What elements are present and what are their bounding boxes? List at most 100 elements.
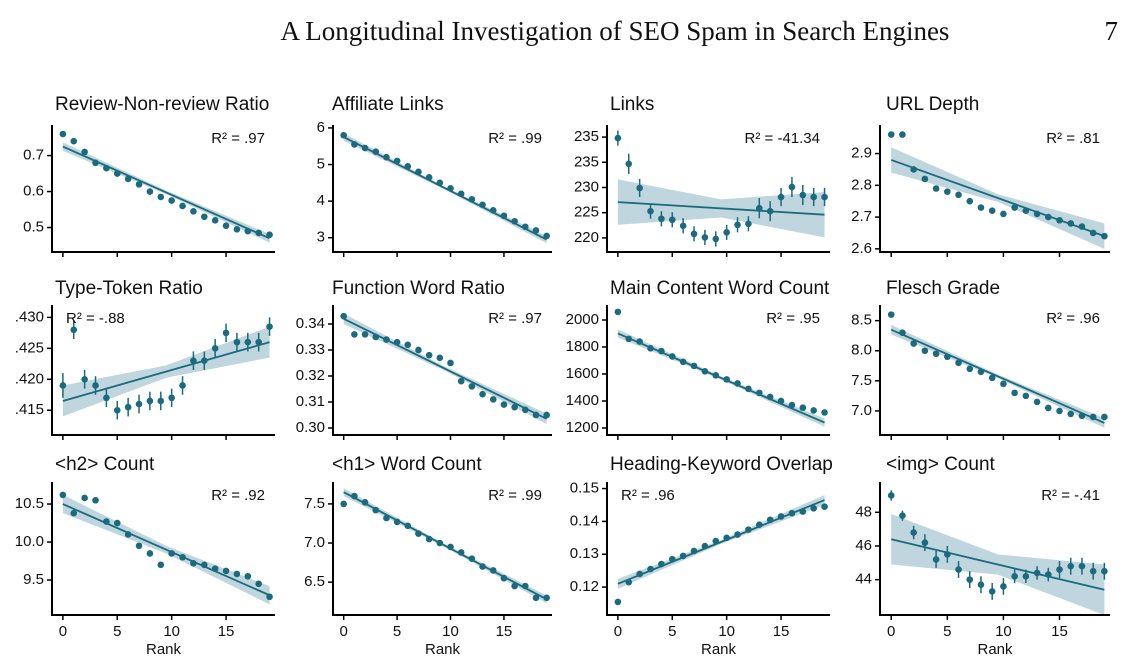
y-tick-label: 1600 [566, 365, 599, 382]
point [255, 338, 262, 346]
y-tick-label: 0.14 [570, 512, 599, 529]
point [372, 333, 380, 341]
point [788, 401, 796, 409]
point [135, 400, 143, 408]
point [179, 382, 186, 389]
point [701, 234, 709, 241]
point [211, 565, 219, 572]
point [70, 509, 78, 517]
point [500, 212, 508, 220]
x-axis-label: Rank [425, 641, 461, 658]
point [532, 411, 540, 419]
panel-title: <h2> Count [55, 454, 155, 475]
x-tick-label: 15 [773, 623, 790, 640]
point [658, 215, 665, 223]
point [1067, 562, 1075, 570]
y-tick-label: 0.15 [570, 480, 599, 497]
point [668, 353, 676, 360]
panel-title: Function Word Ratio [332, 278, 505, 299]
point [636, 570, 643, 578]
point [404, 341, 412, 349]
point [755, 389, 763, 397]
x-tick-label: 10 [442, 623, 459, 640]
point [887, 131, 895, 138]
y-tick-label: .430 [15, 308, 44, 325]
point [1022, 392, 1030, 400]
point [113, 519, 121, 527]
point [1000, 210, 1007, 218]
point [190, 357, 197, 365]
point [1089, 567, 1097, 575]
point [625, 335, 633, 343]
point [1033, 210, 1041, 218]
y-tick-label: 6.5 [304, 573, 325, 590]
running-title: A Longitudinal Investigation of SEO Spam… [281, 16, 950, 46]
point [468, 555, 476, 562]
point [543, 411, 550, 419]
panel-title: Type-Token Ratio [55, 278, 203, 299]
point [92, 159, 99, 167]
point [921, 539, 929, 546]
y-tick-label: 0.7 [23, 147, 44, 164]
point [266, 323, 273, 330]
y-tick-label: 0.33 [296, 341, 325, 358]
fit-line [62, 503, 270, 597]
point [810, 504, 817, 512]
point [81, 375, 88, 383]
point [966, 576, 974, 583]
point [966, 197, 974, 205]
point [723, 534, 730, 542]
point [887, 492, 895, 499]
point [436, 179, 444, 187]
point [932, 185, 940, 192]
point [157, 193, 165, 201]
y-tick-label: 2.7 [851, 208, 872, 225]
x-tick-label: 15 [1051, 623, 1068, 640]
point [113, 170, 121, 177]
point [361, 499, 369, 506]
x-tick-label: 5 [668, 623, 676, 640]
y-tick-label: 1200 [566, 419, 599, 436]
y-tick-label: 48 [855, 503, 872, 520]
point [479, 390, 486, 398]
point [1044, 404, 1052, 412]
point [190, 560, 197, 567]
r-squared: R² = .99 [488, 130, 542, 147]
point [955, 191, 962, 199]
point [157, 561, 165, 569]
point [500, 401, 508, 408]
point [500, 574, 508, 582]
point [404, 163, 412, 170]
fit-line [343, 317, 548, 420]
point [614, 134, 622, 142]
x-tick-label: 10 [718, 623, 735, 640]
y-tick-label: 10.0 [15, 533, 44, 550]
point [372, 506, 380, 514]
point [1101, 413, 1108, 421]
point [124, 531, 132, 538]
y-tick-label: 220 [574, 229, 599, 246]
point [723, 376, 730, 383]
point [255, 229, 262, 237]
point [383, 153, 390, 161]
point [383, 336, 390, 343]
point [447, 359, 454, 367]
point [479, 563, 486, 570]
point [932, 556, 940, 563]
x-axis-label: Rank [701, 641, 737, 658]
point [614, 308, 622, 316]
point [211, 345, 219, 352]
point [393, 338, 401, 346]
point [425, 535, 433, 543]
point [425, 174, 433, 181]
r-squared: R² = -.88 [66, 310, 125, 327]
point [921, 347, 929, 355]
point [113, 406, 121, 414]
point [81, 494, 88, 502]
point [1056, 566, 1063, 573]
y-tick-label: .425 [15, 339, 44, 356]
point [636, 338, 643, 345]
point [899, 329, 906, 336]
r-squared: R² = -41.34 [745, 130, 820, 147]
